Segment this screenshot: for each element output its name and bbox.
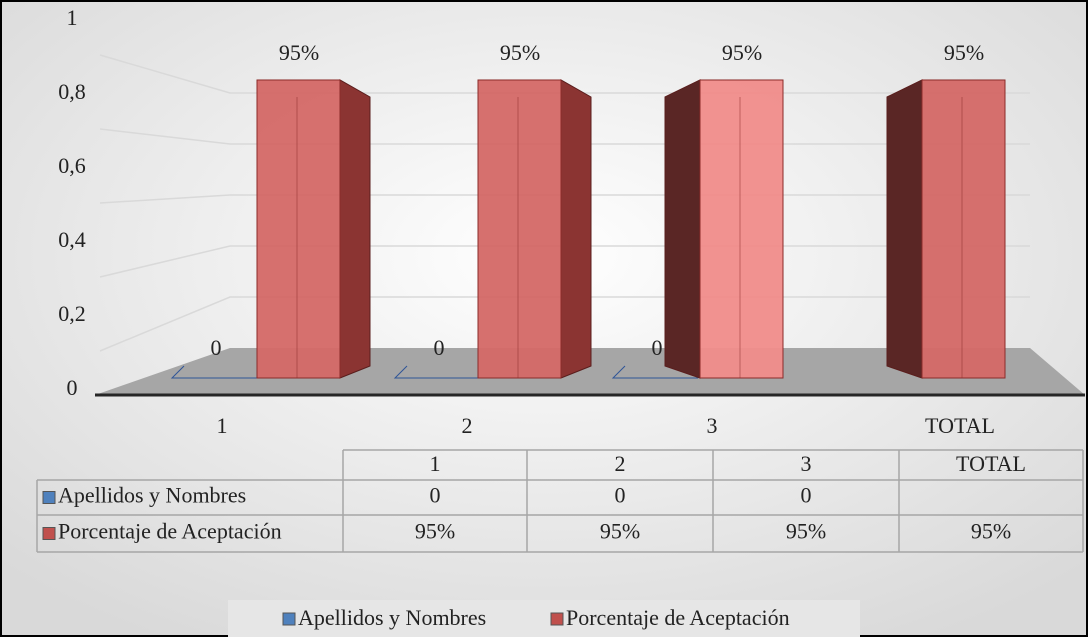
data-label: 0: [652, 335, 663, 360]
bar: [477, 79, 562, 379]
table-swatch: [42, 491, 56, 504]
bar: [256, 79, 341, 379]
bar: [170, 365, 257, 379]
y-tick-label: 0,2: [58, 301, 86, 326]
table-header: 2: [615, 451, 626, 476]
data-label: 95%: [722, 40, 762, 65]
table-header: TOTAL: [956, 451, 1026, 476]
x-tick-label: 1: [217, 413, 228, 438]
x-tick-label: 3: [707, 413, 718, 438]
table-row-label: Apellidos y Nombres: [58, 483, 246, 508]
table-header: 1: [430, 451, 441, 476]
x-tick-label: TOTAL: [925, 413, 995, 438]
table-cell: 95%: [415, 519, 455, 544]
table-swatch: [42, 527, 56, 540]
x-tick-label: 2: [462, 413, 473, 438]
bar-side: [560, 79, 592, 379]
bar-side: [886, 79, 923, 379]
table-header: 3: [801, 451, 812, 476]
bar: [393, 365, 480, 379]
table-row-label: Porcentaje de Aceptación: [58, 519, 282, 544]
legend-box: [228, 600, 860, 637]
legend-label: Porcentaje de Aceptación: [566, 605, 790, 630]
table-cell: 0: [615, 483, 626, 508]
table-cell: 0: [430, 483, 441, 508]
table-cell: 95%: [786, 519, 826, 544]
data-label: 0: [434, 335, 445, 360]
data-label: 95%: [279, 40, 319, 65]
y-tick-label: 1: [67, 5, 78, 30]
bar-side: [664, 79, 701, 379]
legend-swatch: [282, 612, 296, 626]
bar: [611, 365, 698, 379]
y-tick-label: 0: [67, 375, 78, 400]
table-cell: 95%: [971, 519, 1011, 544]
bar: [699, 79, 784, 379]
table-cell: 0: [801, 483, 812, 508]
data-label: 0: [211, 335, 222, 360]
legend-label: Apellidos y Nombres: [298, 605, 486, 630]
data-label: 95%: [944, 40, 984, 65]
bar: [921, 79, 1006, 379]
legend-swatch: [550, 612, 564, 626]
y-tick-label: 0,8: [58, 79, 86, 104]
table-cell: 95%: [600, 519, 640, 544]
data-label: 95%: [500, 40, 540, 65]
bar-side: [339, 79, 371, 379]
y-tick-label: 0,4: [58, 227, 86, 252]
y-tick-label: 0,6: [58, 153, 86, 178]
